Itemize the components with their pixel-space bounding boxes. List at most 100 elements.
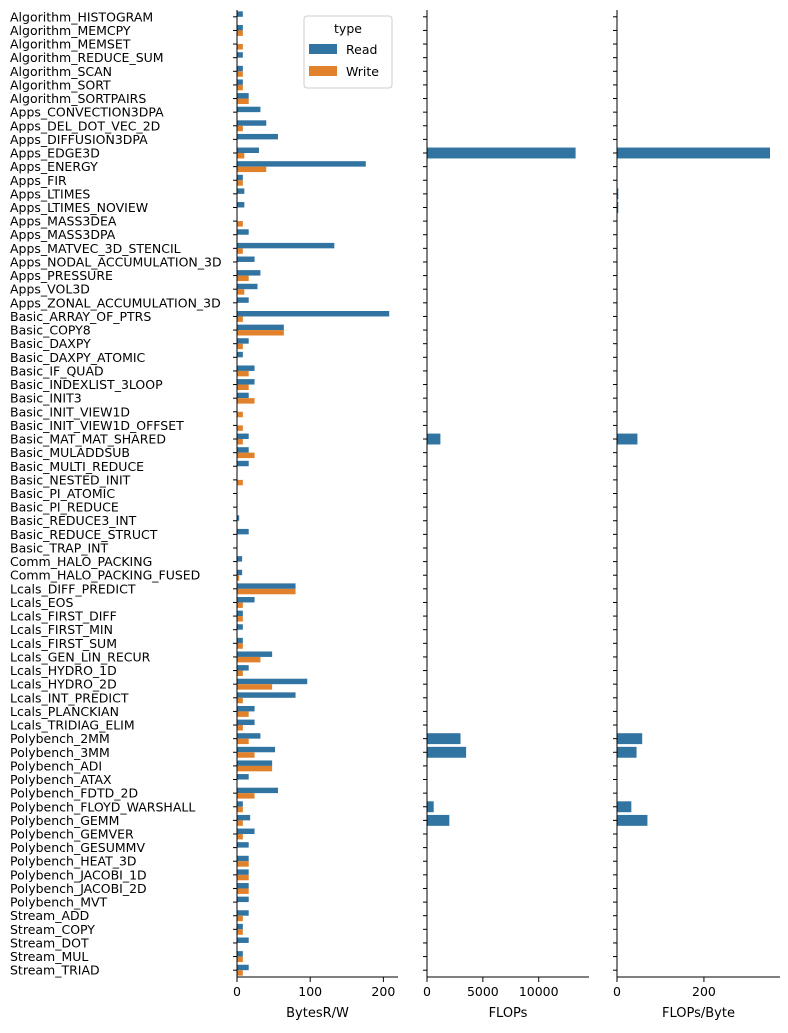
y-tick-label: Apps_CONVECTION3DPA (10, 105, 164, 120)
bar-1-write-54 (237, 738, 249, 745)
y-tick-label: Apps_ENERGY (10, 159, 98, 174)
y-tick-label: Algorithm_MEMSET (10, 37, 131, 52)
bar-1-write-9 (237, 125, 243, 132)
bar-1-read-38 (237, 515, 240, 521)
y-tick-label: Lcals_DIFF_PREDICT (10, 581, 136, 596)
bar-1-read-26 (237, 351, 243, 358)
y-tick-label: Polybench_3MM (10, 745, 110, 760)
legend-swatch-read (309, 44, 337, 54)
x-tick-label: 200 (692, 984, 716, 999)
y-tick-label: Basic_INIT3 (10, 391, 82, 406)
bar-1-write-49 (237, 670, 243, 677)
bar-1-write-44 (237, 602, 243, 608)
y-tick-label: Polybench_2MM (10, 731, 110, 746)
bar-1-write-68 (237, 929, 243, 935)
bar-1-read-66 (237, 896, 249, 903)
bar-1-write-11 (237, 153, 245, 159)
y-tick-label: Lcals_GEN_LIN_RECUR (10, 649, 151, 664)
y-tick-label: Lcals_FIRST_MIN (10, 622, 113, 637)
bar-1-read-1 (237, 11, 243, 17)
bar-1-read-17 (237, 229, 249, 235)
bar-1-write-70 (237, 956, 243, 963)
bar-1-read-49 (237, 665, 249, 671)
bar-1-read-51 (237, 692, 296, 698)
bar-1-write-50 (237, 684, 273, 690)
bar-1-read-11 (237, 147, 259, 154)
bar-1-read-50 (237, 678, 308, 685)
bar-1-write-48 (237, 656, 261, 663)
y-tick-label: Apps_MATVEC_3D_STENCIL (10, 241, 181, 256)
bar-2-read-54 (427, 733, 461, 745)
bar-1-write-64 (237, 874, 249, 881)
y-tick-label: Lcals_FIRST_DIFF (10, 609, 117, 624)
bar-1-read-9 (237, 120, 267, 126)
bar-1-write-33 (237, 452, 255, 459)
bar-1-write-2 (237, 30, 243, 36)
y-tick-label: Lcals_FIRST_SUM (10, 636, 117, 651)
bar-1-read-59 (237, 801, 243, 807)
y-tick-label: Apps_NODAL_ACCUMULATION_3D (10, 254, 222, 269)
bar-2-read-32 (427, 433, 441, 445)
bar-1-read-7 (237, 93, 249, 99)
bar-1-read-41 (237, 556, 243, 562)
legend-label-write: Write (346, 64, 379, 79)
bar-1-read-28 (237, 379, 255, 385)
bar-1-write-21 (237, 289, 245, 295)
y-tick-label: Stream_DOT (10, 935, 89, 950)
bar-1-write-25 (237, 343, 243, 350)
bar-1-read-57 (237, 774, 249, 780)
bar-1-write-53 (237, 725, 243, 731)
y-tick-label: Comm_HALO_PACKING_FUSED (10, 568, 200, 583)
bar-1-read-71 (237, 964, 249, 971)
bar-1-write-18 (237, 248, 243, 254)
bar-1-read-56 (237, 760, 273, 766)
y-tick-label: Polybench_ATAX (10, 772, 112, 787)
bar-1-read-10 (237, 133, 278, 140)
y-tick-label: Apps_DIFFUSION3DPA (10, 132, 148, 147)
y-tick-label: Polybench_GEMVER (10, 826, 134, 841)
y-tick-label: Lcals_HYDRO_1D (10, 663, 117, 678)
bar-1-read-67 (237, 910, 249, 916)
y-tick-label: Polybench_ADI (10, 758, 102, 773)
bar-1-read-53 (237, 719, 255, 726)
bar-3-read-14 (617, 188, 619, 200)
bar-1-read-70 (237, 951, 243, 957)
y-tick-label: Apps_VOL3D (10, 282, 90, 297)
y-tick-label: Basic_PI_ATOMIC (10, 486, 115, 501)
bar-1-read-2 (237, 24, 243, 31)
y-tick-label: Algorithm_SORT (10, 77, 111, 92)
bar-1-write-28 (237, 384, 249, 390)
y-tick-label: Algorithm_HISTOGRAM (10, 9, 153, 24)
bar-1-write-47 (237, 643, 243, 649)
y-tick-label: Apps_LTIMES_NOVIEW (10, 200, 148, 215)
x-tick-label: 0 (233, 984, 241, 999)
bar-2-read-59 (427, 801, 434, 813)
bar-1-write-59 (237, 806, 243, 813)
bar-1-write-65 (237, 888, 249, 894)
legend-title: type (334, 21, 362, 36)
bar-1-write-52 (237, 711, 249, 717)
bar-1-write-51 (237, 697, 243, 704)
y-tick-label: Basic_REDUCE3_INT (10, 513, 137, 528)
bar-1-write-24 (237, 330, 284, 336)
y-tick-label: Polybench_HEAT_3D (10, 854, 137, 869)
y-tick-label: Comm_HALO_PACKING (10, 554, 152, 569)
bar-1-write-27 (237, 370, 249, 377)
y-tick-label: Polybench_JACOBI_1D (10, 867, 147, 882)
bar-1-read-32 (237, 433, 249, 440)
y-tick-label: Algorithm_SCAN (10, 64, 112, 79)
y-tick-label: Apps_MASS3DPA (10, 227, 116, 242)
bar-1-write-5 (237, 71, 243, 77)
bar-1-write-23 (237, 316, 243, 322)
bar-1-read-27 (237, 365, 255, 371)
y-tick-label: Polybench_JACOBI_2D (10, 881, 147, 896)
bar-1-read-64 (237, 869, 249, 875)
y-tick-label: Polybench_MVT (10, 895, 108, 910)
bar-3-read-15 (617, 202, 619, 213)
bar-1-write-12 (237, 166, 267, 173)
bar-2-read-11 (427, 147, 576, 159)
x-tick-label: 0 (613, 984, 621, 999)
y-tick-label: Apps_FIR (10, 173, 67, 188)
